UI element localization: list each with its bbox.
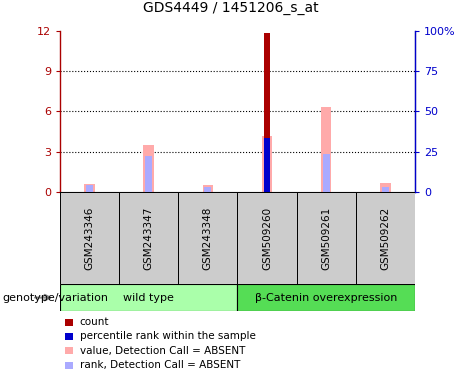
Text: genotype/variation: genotype/variation	[2, 293, 108, 303]
Bar	[202, 185, 213, 192]
Bar	[237, 284, 415, 311]
Bar	[204, 187, 212, 192]
Text: GSM509260: GSM509260	[262, 207, 272, 270]
Bar	[86, 185, 93, 192]
Bar	[60, 284, 237, 311]
Bar	[380, 183, 390, 192]
Bar	[60, 192, 119, 284]
Bar	[119, 192, 178, 284]
Text: GSM509262: GSM509262	[380, 207, 390, 270]
Bar	[356, 192, 415, 284]
Text: value, Detection Call = ABSENT: value, Detection Call = ABSENT	[80, 346, 245, 356]
Bar	[323, 154, 330, 192]
Text: GSM243346: GSM243346	[84, 206, 95, 270]
Text: rank, Detection Call = ABSENT: rank, Detection Call = ABSENT	[80, 360, 240, 370]
Text: GSM243348: GSM243348	[203, 206, 213, 270]
Bar	[264, 138, 270, 192]
Bar	[321, 108, 331, 192]
Bar	[143, 145, 154, 192]
Bar	[237, 192, 296, 284]
Text: percentile rank within the sample: percentile rank within the sample	[80, 331, 256, 341]
Bar	[382, 187, 389, 192]
Bar	[178, 192, 237, 284]
Bar	[262, 136, 272, 192]
Text: β-Catenin overexpression: β-Catenin overexpression	[255, 293, 397, 303]
Text: GSM509261: GSM509261	[321, 207, 331, 270]
Bar	[145, 156, 152, 192]
Bar	[296, 192, 356, 284]
Text: GSM243347: GSM243347	[144, 206, 154, 270]
Text: wild type: wild type	[123, 293, 174, 303]
Text: count: count	[80, 317, 109, 327]
Text: GDS4449 / 1451206_s_at: GDS4449 / 1451206_s_at	[143, 2, 318, 15]
Bar	[264, 33, 270, 192]
Bar	[84, 184, 95, 192]
